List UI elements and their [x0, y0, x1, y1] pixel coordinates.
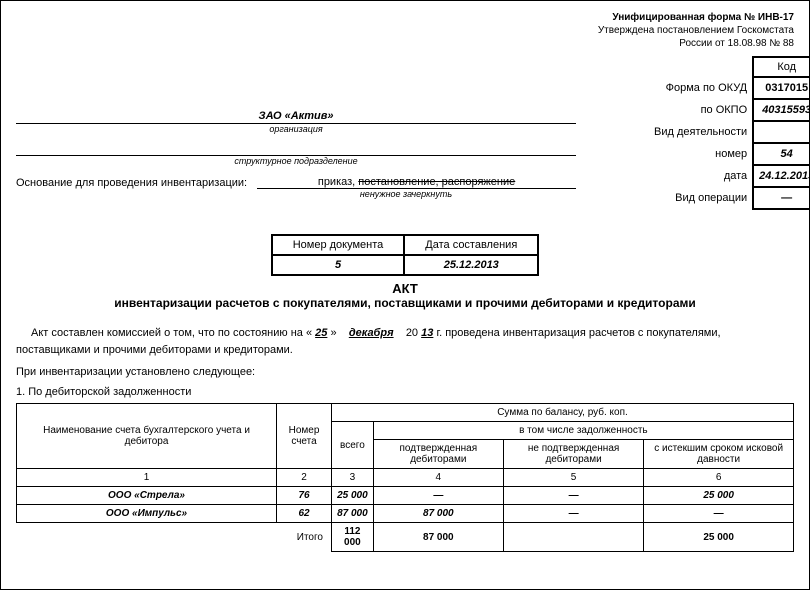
basis-label: Основание для проведения инвентаризации:	[16, 177, 257, 189]
th-c3: с истекшим сроком исковой давности	[644, 440, 794, 469]
akt-subtitle: инвентаризации расчетов с покупателями, …	[16, 296, 794, 310]
form-title: Унифицированная форма № ИНВ-17	[16, 11, 794, 24]
struct-caption: структурное подразделение	[16, 156, 576, 166]
operation-value: —	[753, 187, 810, 209]
number-label: номер	[654, 143, 753, 165]
form-approval-2: России от 18.08.98 № 88	[16, 37, 794, 50]
okud-value: 0317015	[753, 77, 810, 99]
th-c1: подтвержденная дебиторами	[373, 440, 503, 469]
table-row: ООО «Импульс» 62 87 000 87 000 — —	[17, 505, 794, 523]
form-header: Унифицированная форма № ИНВ-17 Утвержден…	[16, 11, 794, 50]
doc-num: 5	[272, 255, 405, 275]
main-paragraph: Акт составлен комиссией о том, что по со…	[16, 325, 794, 358]
okpo-label: по ОКПО	[654, 99, 753, 121]
th-sum: Сумма по балансу, руб. коп.	[332, 404, 794, 422]
doc-col1: Номер документа	[272, 235, 405, 255]
code-box: Код Форма по ОКУД0317015 по ОКПО40315593…	[654, 56, 794, 210]
okud-label: Форма по ОКУД	[654, 77, 753, 99]
basis-caption: ненужное зачеркнуть	[16, 189, 576, 199]
subheading-2: 1. По дебиторской задолженности	[16, 386, 794, 398]
subheading-1: При инвентаризации установлено следующее…	[16, 366, 794, 378]
total-row: Итого 112 000 87 000 25 000	[17, 523, 794, 552]
date-label: дата	[654, 165, 753, 187]
th-incl: в том числе задолженность	[373, 422, 793, 440]
th-num: Номер счета	[277, 404, 332, 469]
org-section: ЗАО «Актив» организация структурное подр…	[16, 110, 576, 166]
number-value: 54	[753, 143, 810, 165]
form-approval-1: Утверждена постановлением Госкомстата	[16, 24, 794, 37]
basis-value: приказ, постановление, распоряжение	[257, 176, 576, 189]
okpo-value: 40315593	[753, 99, 810, 121]
operation-label: Вид операции	[654, 187, 753, 209]
doc-date: 25.12.2013	[404, 255, 538, 275]
doc-col2: Дата составления	[404, 235, 538, 255]
basis-strike: постановление, распоряжение	[358, 176, 515, 188]
th-total: всего	[332, 422, 374, 469]
th-c2: не подтвержденная дебиторами	[503, 440, 643, 469]
akt-title: АКТ	[16, 281, 794, 296]
activity-label: Вид деятельности	[654, 121, 753, 143]
org-caption: организация	[16, 124, 576, 134]
th-name: Наименование счета бухгалтерского учета …	[17, 404, 277, 469]
doc-table: Номер документа Дата составления 5 25.12…	[271, 234, 540, 276]
activity-value	[753, 121, 810, 143]
table-row: ООО «Стрела» 76 25 000 — — 25 000	[17, 487, 794, 505]
date-value: 24.12.2013	[753, 165, 810, 187]
struct-line	[16, 142, 576, 156]
basis-row: Основание для проведения инвентаризации:…	[16, 176, 576, 189]
basis-keep: приказ,	[318, 176, 355, 188]
debtors-table: Наименование счета бухгалтерского учета …	[16, 403, 794, 552]
org-name: ЗАО «Актив»	[16, 110, 576, 124]
code-header: Код	[753, 57, 810, 77]
